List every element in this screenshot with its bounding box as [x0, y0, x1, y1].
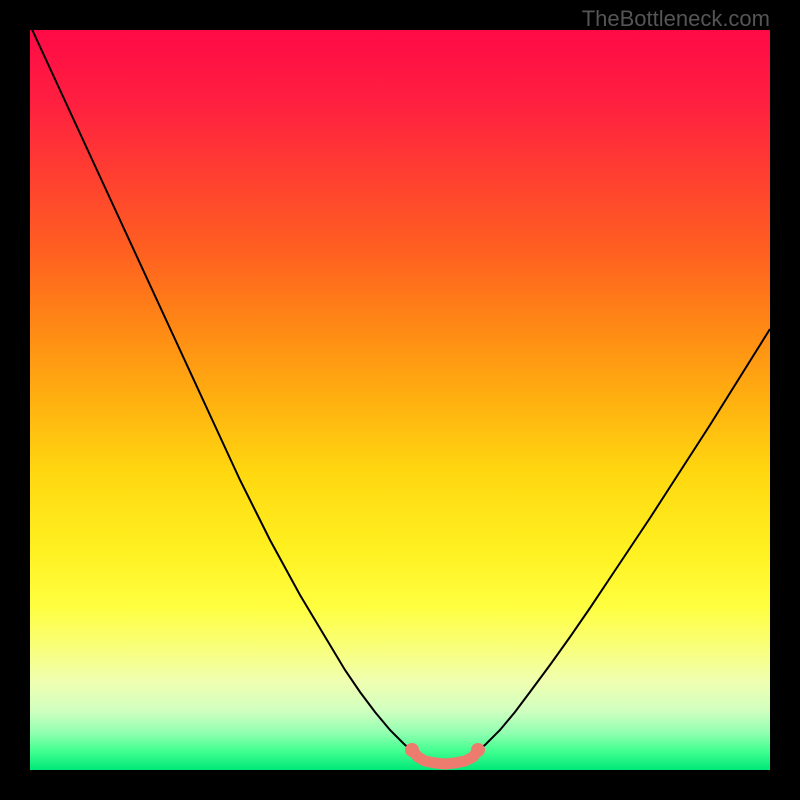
curves-layer [30, 30, 770, 770]
bottleneck-chart: TheBottleneck.com [0, 0, 800, 800]
plot-area [30, 30, 770, 770]
right-curve [478, 329, 770, 750]
left-curve [30, 30, 412, 750]
marker-band [412, 750, 478, 764]
watermark-text: TheBottleneck.com [582, 6, 770, 32]
